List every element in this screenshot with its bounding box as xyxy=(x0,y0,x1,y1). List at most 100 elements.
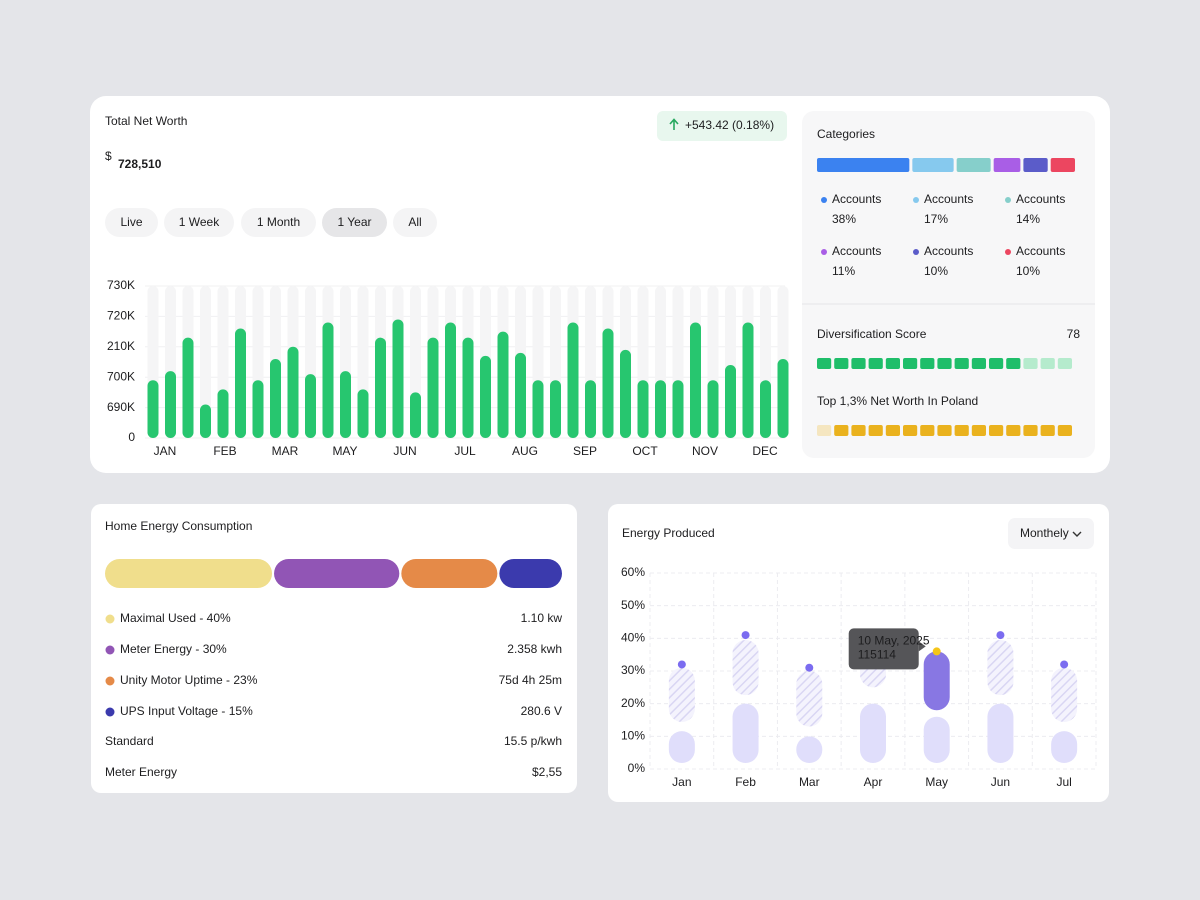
bar xyxy=(585,380,596,438)
score-segment xyxy=(851,358,866,369)
chevron xyxy=(1072,531,1082,537)
y-tick-label: 30% xyxy=(621,663,645,677)
legend-dot xyxy=(105,614,115,624)
base-bar xyxy=(668,731,695,763)
period[interactable]: Monthely xyxy=(1020,526,1069,540)
legend-name: Accounts xyxy=(1016,244,1065,258)
energy-title: Energy Produced xyxy=(622,526,715,540)
range-button[interactable] xyxy=(393,208,437,237)
peak-dot xyxy=(805,663,814,672)
rank-segment xyxy=(851,425,866,436)
bar xyxy=(270,358,281,438)
bar xyxy=(707,380,719,438)
period-dropdown[interactable] xyxy=(1008,518,1094,549)
legend-name: Accounts xyxy=(1016,192,1065,206)
y-tick-label: 730K xyxy=(107,278,135,292)
bar xyxy=(322,322,334,438)
bar xyxy=(567,322,579,438)
bar xyxy=(672,380,684,438)
x-tick-label: Mar xyxy=(799,775,820,789)
x-tick-label: OCT xyxy=(632,444,658,458)
rank-label: Top 1,3% Net Worth In Poland xyxy=(817,394,978,408)
legend-value: 10% xyxy=(924,264,948,278)
score-segment xyxy=(834,358,849,369)
rank-segment xyxy=(1057,425,1072,436)
categories-panel xyxy=(802,111,1095,458)
range-label: 1 Week xyxy=(179,215,220,229)
x-tick-label: JAN xyxy=(154,444,177,458)
category-segment xyxy=(993,158,1021,172)
bar xyxy=(200,404,211,438)
bar xyxy=(637,380,649,438)
segment-amount: 1.10 kw xyxy=(521,611,563,625)
range-button[interactable] xyxy=(241,208,316,237)
x-tick-label: SEP xyxy=(573,444,597,458)
legend-dot xyxy=(913,249,919,255)
y-tick-label: 0% xyxy=(628,761,646,775)
legend-dot xyxy=(821,249,827,255)
x-tick-label: Feb xyxy=(735,775,756,789)
bar xyxy=(532,380,544,438)
range-label: 1 Month xyxy=(257,215,300,229)
category-segment xyxy=(956,158,991,172)
range-bar xyxy=(987,639,1014,696)
x-tick-label: AUG xyxy=(512,444,538,458)
x-tick-label: Apr xyxy=(864,775,883,789)
tooltip-value: 115114 xyxy=(858,648,897,662)
energy-segment xyxy=(401,559,498,588)
range-bar xyxy=(1051,667,1078,722)
score-label: Diversification Score xyxy=(817,327,927,341)
x-tick-label: JUN xyxy=(393,444,416,458)
rank-segment xyxy=(817,425,832,436)
x-tick-label: MAY xyxy=(332,444,357,458)
bar xyxy=(742,322,754,438)
base-bar xyxy=(987,703,1014,763)
x-tick-label: May xyxy=(925,775,948,789)
score-segment xyxy=(1040,358,1055,369)
range-label: Live xyxy=(120,215,142,229)
bar xyxy=(357,389,369,438)
title: Total Net Worth xyxy=(105,114,187,128)
bar xyxy=(725,365,736,438)
segment-label: Maximal Used - 40% xyxy=(120,611,231,625)
bar xyxy=(147,380,159,438)
rank-segment xyxy=(989,425,1004,436)
y-tick-label: 0 xyxy=(128,430,135,444)
row-amount: $2,55 xyxy=(532,765,562,779)
row-amount: 15.5 p/kwh xyxy=(504,734,562,748)
score-value: 78 xyxy=(1067,327,1081,341)
bar xyxy=(602,328,614,438)
category-segment xyxy=(1050,158,1075,172)
segment-amount: 2.358 kwh xyxy=(507,642,562,656)
range-button[interactable] xyxy=(105,208,158,237)
y-tick-label: 700K xyxy=(107,369,135,383)
x-tick-label: DEC xyxy=(752,444,778,458)
range-label: All xyxy=(408,215,421,229)
row-label: Meter Energy xyxy=(105,765,177,779)
bar xyxy=(497,331,509,438)
range-button[interactable] xyxy=(164,208,234,237)
score-segment xyxy=(1023,358,1038,369)
legend-value: 17% xyxy=(924,212,948,226)
base-bar xyxy=(923,716,950,763)
change-pill xyxy=(657,111,787,141)
range-bar xyxy=(732,639,759,696)
home-title: Home Energy Consumption xyxy=(105,519,252,533)
score-segment xyxy=(1057,358,1072,369)
energy-segment xyxy=(105,559,273,588)
category-segment xyxy=(1023,158,1048,172)
legend-name: Accounts xyxy=(832,192,881,206)
range-button[interactable] xyxy=(322,208,387,237)
rank-segment xyxy=(954,425,969,436)
score-segment xyxy=(885,358,900,369)
legend-dot xyxy=(105,645,115,655)
x-tick-label: FEB xyxy=(213,444,236,458)
tooltip xyxy=(848,628,919,670)
segment-label: Unity Motor Uptime - 23% xyxy=(120,673,258,687)
legend-name: Accounts xyxy=(924,244,973,258)
bar xyxy=(252,380,264,438)
bar xyxy=(182,337,194,438)
bar xyxy=(655,380,666,438)
bar xyxy=(777,358,789,438)
